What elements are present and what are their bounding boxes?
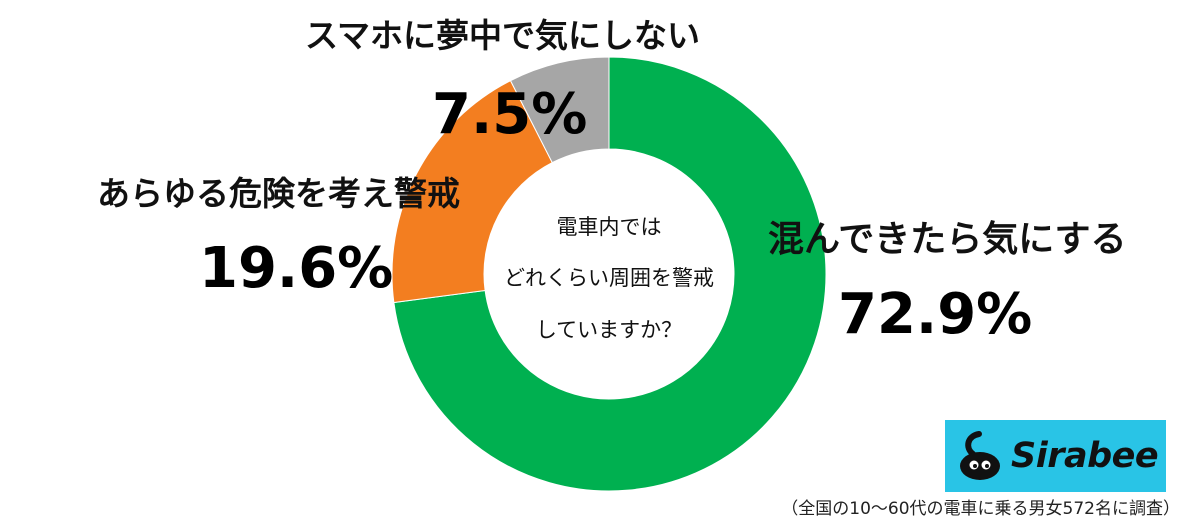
slice-value-crowded: 72.9% xyxy=(838,282,1033,347)
center-question-line-2: どれくらい周囲を警戒 xyxy=(504,266,714,290)
slice-value-every-danger: 19.6% xyxy=(199,236,394,301)
sirabee-wordmark: Sirabee xyxy=(1011,436,1159,476)
slice-label-every-danger: あらゆる危険を考え警戒 xyxy=(97,174,460,213)
slice-value-smartphone: 7.5% xyxy=(432,82,588,147)
donut-hole xyxy=(484,149,734,399)
center-question-line-1: 電車内では xyxy=(556,215,662,239)
sirabee-logo: Sirabee xyxy=(945,420,1166,492)
survey-footnote: （全国の10〜60代の電車に乗る男女572名に調査） xyxy=(781,499,1180,519)
sirabee-mark-icon xyxy=(960,431,1000,480)
slice-label-crowded: 混んできたら気にする xyxy=(768,219,1127,260)
slice-label-smartphone: スマホに夢中で気にしない xyxy=(305,16,701,55)
center-question-line-3: していますか？ xyxy=(535,318,683,342)
